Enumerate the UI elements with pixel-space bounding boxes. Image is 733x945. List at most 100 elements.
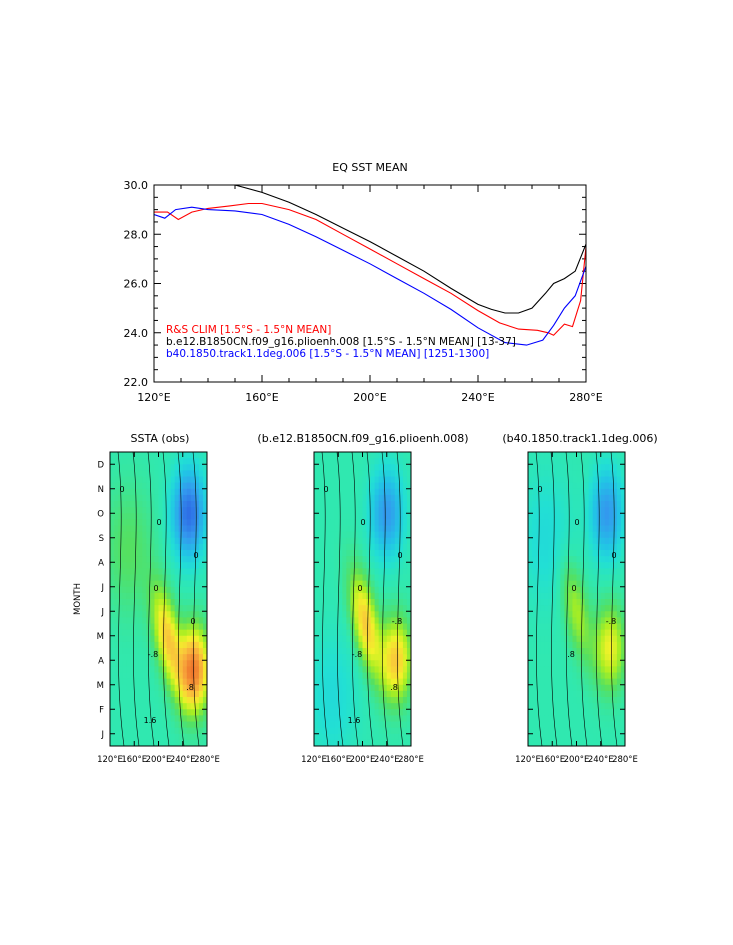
heatmap-cell <box>362 501 367 508</box>
heatmap-cell <box>346 641 351 649</box>
heatmap-cell <box>552 488 557 496</box>
heatmap-cell <box>382 464 388 471</box>
heatmap-cell <box>126 586 131 594</box>
heatmap-cell <box>616 525 622 533</box>
heatmap-cell <box>350 709 355 716</box>
heatmap-cell <box>154 501 159 508</box>
heatmap-cell <box>568 562 573 569</box>
heatmap-cell <box>174 464 180 471</box>
heatmap-cell <box>322 586 327 594</box>
heatmap-cell <box>158 458 163 465</box>
heatmap-cell <box>154 519 159 526</box>
contour-line <box>550 452 558 746</box>
heatmap-cell <box>390 568 396 575</box>
heatmap-cell <box>330 525 335 533</box>
heatmap-cell <box>138 562 143 569</box>
heatmap-cell <box>122 739 127 746</box>
heatmap-cell <box>604 660 610 667</box>
heatmap-cell <box>620 721 625 729</box>
heatmap-cell <box>330 709 335 716</box>
heatmap-cell <box>138 452 143 459</box>
heatmap-cell <box>620 543 625 551</box>
heatmap-cell <box>358 629 363 637</box>
heatmap-cell <box>600 678 606 686</box>
heatmap-cell <box>338 733 343 741</box>
heatmap-cell <box>596 464 602 471</box>
heatmap-cell <box>166 470 172 477</box>
heatmap-cell <box>158 580 163 588</box>
heatmap-cell <box>158 586 163 594</box>
heatmap-cell <box>150 501 155 508</box>
heatmap-cell <box>362 458 367 465</box>
heatmap-cell <box>398 739 404 746</box>
heatmap-cell <box>190 684 196 692</box>
heatmap-cell <box>198 580 204 588</box>
heatmap-cell <box>406 531 411 539</box>
heatmap-cell <box>150 715 155 722</box>
heatmap-cell <box>330 476 335 484</box>
heatmap-cell <box>182 537 188 545</box>
heatmap-cell <box>130 739 135 746</box>
heatmap-cell <box>194 580 200 588</box>
heatmap-cell <box>314 690 319 698</box>
heatmap-cell <box>568 543 573 551</box>
heatmap-cell <box>354 690 359 698</box>
heatmap-cell <box>390 617 396 624</box>
heatmap-cell <box>186 580 192 588</box>
heatmap-cell <box>604 721 610 729</box>
heatmap-cell <box>318 458 323 465</box>
heatmap-cell <box>616 684 622 692</box>
heatmap-cell <box>584 605 590 612</box>
heatmap-cell <box>620 556 625 563</box>
heatmap-cell <box>584 727 590 735</box>
heatmap-title: (b40.1850.track1.1deg.006) <box>502 432 657 445</box>
heatmap-cell <box>122 697 127 704</box>
heatmap-cell <box>186 501 192 508</box>
heatmap-cell <box>202 513 207 520</box>
heatmap-cell <box>358 709 363 716</box>
heatmap-cell <box>572 684 577 692</box>
heatmap-cell <box>154 654 159 661</box>
heatmap-cell <box>110 739 115 746</box>
heatmap-cell <box>346 476 351 484</box>
heatmap-cell <box>154 458 159 465</box>
heatmap-cell <box>398 690 404 698</box>
heatmap-cell <box>194 592 200 600</box>
heatmap-cell <box>334 513 339 520</box>
heatmap-cell <box>110 666 115 673</box>
heatmap-cell <box>354 678 359 686</box>
heatmap-cell <box>600 684 606 692</box>
heatmap-cell <box>528 562 533 569</box>
heatmap-cell <box>198 611 204 618</box>
heatmap-cell <box>338 592 343 600</box>
heatmap-cell <box>600 519 606 526</box>
heatmap-cell <box>390 623 396 631</box>
heatmap-cell <box>170 562 176 569</box>
heatmap-cell <box>588 507 594 514</box>
heatmap-cell <box>378 617 384 624</box>
heatmap-cell <box>170 550 176 557</box>
heatmap-cell <box>118 721 123 729</box>
heatmap-cell <box>154 703 159 710</box>
heatmap-cell <box>174 605 180 612</box>
heatmap-cell <box>202 501 207 508</box>
heatmap-cell <box>154 580 159 588</box>
heatmap-cell <box>556 617 561 624</box>
heatmap-cell <box>158 550 163 557</box>
heatmap-cell <box>398 550 404 557</box>
heatmap-cell <box>560 501 565 508</box>
heatmap-cell <box>370 550 376 557</box>
heatmap-cell <box>202 525 207 533</box>
heatmap-cell <box>326 733 331 741</box>
heatmap-cell <box>358 568 363 575</box>
heatmap-cell <box>198 519 204 526</box>
heatmap-cell <box>182 739 188 746</box>
heatmap-cell <box>150 623 155 631</box>
heatmap-cell <box>322 519 327 526</box>
heatmap-cell <box>162 666 167 673</box>
heatmap-cell <box>322 550 327 557</box>
heatmap-cell <box>318 617 323 624</box>
heatmap-cell <box>560 605 565 612</box>
heatmap-cell <box>398 641 404 649</box>
heatmap-cell <box>198 684 204 692</box>
